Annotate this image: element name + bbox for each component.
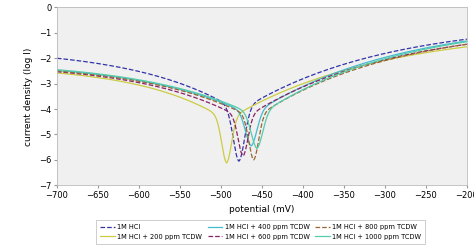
1M HCl + 800 ppm TCDW xyxy=(390,57,396,60)
1M HCl + 1000 ppm TCDW xyxy=(254,147,260,150)
1M HCl + 600 ppm TCDW xyxy=(401,54,407,57)
1M HCl xyxy=(231,144,237,146)
1M HCl xyxy=(54,57,60,60)
1M HCl + 1000 ppm TCDW xyxy=(56,68,62,71)
1M HCl + 200 ppm TCDW xyxy=(137,84,143,87)
1M HCl + 600 ppm TCDW xyxy=(146,83,151,86)
1M HCl + 200 ppm TCDW xyxy=(464,45,470,48)
1M HCl + 800 ppm TCDW xyxy=(54,70,60,73)
1M HCl + 400 ppm TCDW xyxy=(390,54,395,57)
1M HCl + 800 ppm TCDW xyxy=(404,54,410,57)
1M HCl xyxy=(400,48,406,51)
1M HCl xyxy=(385,51,391,54)
1M HCl + 400 ppm TCDW xyxy=(296,87,302,90)
1M HCl + 200 ppm TCDW xyxy=(54,71,60,74)
1M HCl + 1000 ppm TCDW xyxy=(464,40,470,43)
1M HCl + 1000 ppm TCDW xyxy=(301,88,307,91)
Legend: 1M HCl, 1M HCl + 200 ppm TCDW, 1M HCl + 400 ppm TCDW, 1M HCl + 600 ppm TCDW, 1M : 1M HCl, 1M HCl + 200 ppm TCDW, 1M HCl + … xyxy=(96,220,425,244)
1M HCl xyxy=(56,57,62,60)
1M HCl + 400 ppm TCDW xyxy=(149,82,155,84)
1M HCl + 600 ppm TCDW xyxy=(240,155,246,158)
Line: 1M HCl + 400 ppm TCDW: 1M HCl + 400 ppm TCDW xyxy=(57,41,467,146)
1M HCl + 1000 ppm TCDW xyxy=(249,134,255,137)
1M HCl + 400 ppm TCDW xyxy=(403,51,409,54)
1M HCl xyxy=(236,160,242,163)
X-axis label: potential (mV): potential (mV) xyxy=(229,205,294,214)
Line: 1M HCl + 800 ppm TCDW: 1M HCl + 800 ppm TCDW xyxy=(57,44,467,160)
1M HCl + 800 ppm TCDW xyxy=(56,70,62,73)
1M HCl + 800 ppm TCDW xyxy=(151,82,156,85)
Line: 1M HCl + 200 ppm TCDW: 1M HCl + 200 ppm TCDW xyxy=(57,47,467,163)
1M HCl + 800 ppm TCDW xyxy=(246,140,252,143)
1M HCl + 600 ppm TCDW xyxy=(56,70,62,73)
1M HCl + 200 ppm TCDW xyxy=(56,72,62,75)
Line: 1M HCl + 1000 ppm TCDW: 1M HCl + 1000 ppm TCDW xyxy=(57,42,467,148)
1M HCl + 600 ppm TCDW xyxy=(290,90,296,93)
1M HCl + 1000 ppm TCDW xyxy=(54,68,60,71)
1M HCl + 800 ppm TCDW xyxy=(299,90,304,93)
1M HCl + 1000 ppm TCDW xyxy=(152,82,158,84)
Line: 1M HCl + 600 ppm TCDW: 1M HCl + 600 ppm TCDW xyxy=(57,44,467,156)
1M HCl + 200 ppm TCDW xyxy=(219,145,225,148)
1M HCl xyxy=(287,83,292,86)
1M HCl + 200 ppm TCDW xyxy=(277,91,283,94)
1M HCl + 200 ppm TCDW xyxy=(224,161,229,164)
1M HCl + 800 ppm TCDW xyxy=(464,43,470,46)
1M HCl + 400 ppm TCDW xyxy=(56,69,62,72)
1M HCl + 400 ppm TCDW xyxy=(464,40,470,42)
1M HCl + 200 ppm TCDW xyxy=(397,56,402,59)
1M HCl xyxy=(464,38,470,41)
1M HCl + 400 ppm TCDW xyxy=(244,133,249,136)
1M HCl + 400 ppm TCDW xyxy=(54,69,60,72)
1M HCl + 600 ppm TCDW xyxy=(464,43,470,46)
1M HCl + 600 ppm TCDW xyxy=(387,57,392,60)
1M HCl + 600 ppm TCDW xyxy=(236,139,241,142)
1M HCl xyxy=(144,72,149,75)
1M HCl + 1000 ppm TCDW xyxy=(392,55,397,58)
1M HCl + 200 ppm TCDW xyxy=(381,59,387,62)
Line: 1M HCl: 1M HCl xyxy=(57,39,467,161)
1M HCl + 800 ppm TCDW xyxy=(251,158,256,161)
1M HCl + 1000 ppm TCDW xyxy=(405,51,411,54)
Y-axis label: current density (log I): current density (log I) xyxy=(24,47,33,145)
1M HCl + 600 ppm TCDW xyxy=(54,70,60,73)
1M HCl + 400 ppm TCDW xyxy=(248,144,254,147)
